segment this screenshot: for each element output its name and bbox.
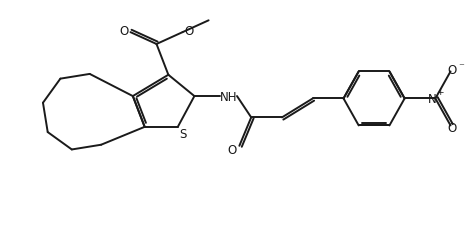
Text: O: O — [119, 25, 128, 38]
Text: O: O — [184, 25, 194, 38]
Text: ⁻: ⁻ — [458, 61, 464, 71]
Text: NH: NH — [220, 90, 237, 103]
Text: S: S — [179, 128, 186, 141]
Text: O: O — [228, 143, 237, 156]
Text: O: O — [448, 63, 457, 76]
Text: +: + — [437, 88, 444, 97]
Text: O: O — [448, 122, 457, 135]
Text: N: N — [428, 93, 437, 106]
